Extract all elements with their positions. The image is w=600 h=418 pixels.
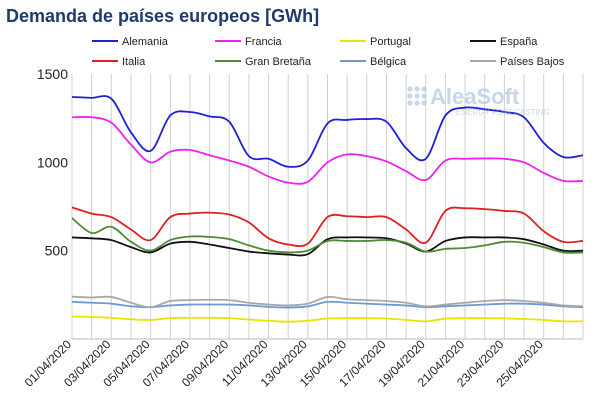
series-line bbox=[71, 206, 584, 248]
series-line bbox=[71, 95, 584, 168]
x-axis: 01/04/202003/04/202005/04/202007/04/2020… bbox=[22, 337, 583, 390]
brand-logo: AleaSoft ENERGY FORECASTING bbox=[407, 84, 550, 117]
series-line bbox=[71, 115, 584, 185]
y-tick-label: 1500 bbox=[37, 66, 68, 82]
series-line bbox=[71, 315, 584, 323]
y-axis: 500 1000 1500 bbox=[37, 66, 68, 259]
legend-label: Países Bajos bbox=[500, 56, 565, 68]
logo-dots-icon bbox=[407, 86, 427, 106]
legend-label: Alemania bbox=[122, 36, 169, 48]
legend-label: España bbox=[500, 36, 538, 48]
series-line bbox=[71, 236, 584, 257]
legend-label: Portugal bbox=[370, 36, 411, 48]
gridlines bbox=[71, 74, 584, 339]
plot-area bbox=[71, 95, 584, 323]
legend: Alemania Francia Portugal España Italia Gran … bbox=[92, 36, 565, 68]
legend-label: Italia bbox=[122, 56, 146, 68]
y-tick-label: 1000 bbox=[37, 154, 68, 170]
legend-label: Bélgica bbox=[370, 56, 407, 68]
legend-label: Gran Bretaña bbox=[245, 56, 312, 68]
series-line bbox=[71, 217, 584, 254]
chart-title: Demanda de países europeos [GWh] bbox=[6, 6, 319, 26]
series-line bbox=[71, 295, 584, 309]
logo-tagline: ENERGY FORECASTING bbox=[456, 108, 550, 117]
legend-label: Francia bbox=[245, 36, 283, 48]
y-tick-label: 500 bbox=[45, 243, 69, 259]
logo-brand: AleaSoft bbox=[430, 84, 520, 109]
